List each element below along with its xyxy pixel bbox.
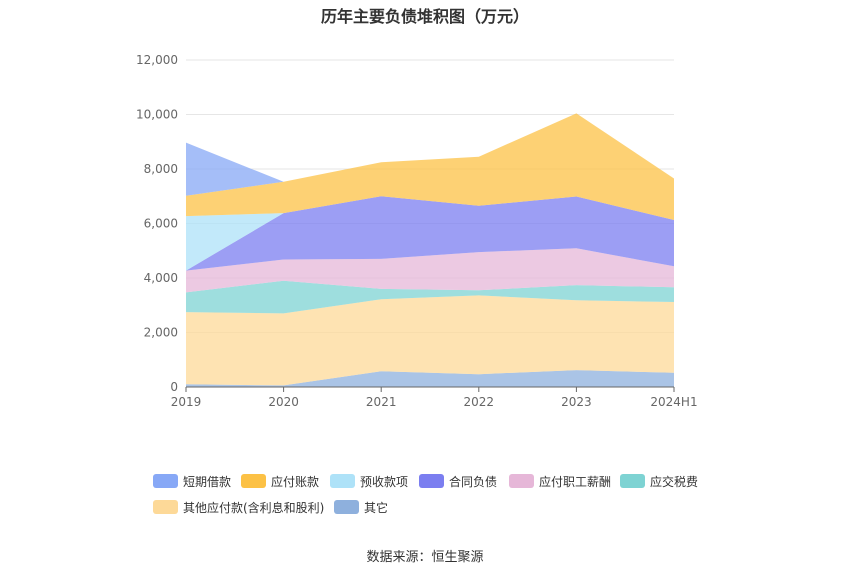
legend-swatch (330, 474, 355, 488)
legend-label: 应交税费 (650, 474, 699, 489)
legend-label: 合同负债 (449, 474, 498, 489)
legend-item[interactable]: 应付职工薪酬 (509, 472, 611, 490)
legend-swatch (419, 474, 444, 488)
area-series-应交税费 (186, 280, 674, 314)
legend-item[interactable]: 其它 (334, 498, 388, 516)
legend-label: 其他应付款(含利息和股利) (183, 500, 325, 515)
x-tick-label: 2024H1 (650, 395, 697, 409)
legend-label: 预收款项 (360, 474, 409, 489)
area-series-合同负债 (186, 196, 674, 271)
area-series-应付账款 (186, 113, 674, 220)
legend-label: 应付账款 (271, 474, 320, 489)
x-tick-label: 2021 (366, 395, 397, 409)
area-series-应付职工薪酬 (186, 248, 674, 293)
y-tick-label: 4,000 (144, 271, 178, 285)
legend-item[interactable]: 短期借款 (153, 472, 231, 490)
area-series-其他应付款(含利息和股利) (186, 295, 674, 386)
area-series-短期借款 (186, 113, 674, 196)
y-tick-label: 6,000 (144, 217, 178, 231)
legend-swatch (153, 500, 178, 514)
legend-swatch (153, 474, 178, 488)
y-tick-label: 0 (170, 380, 178, 394)
y-tick-label: 8,000 (144, 162, 178, 176)
legend-item[interactable]: 预收款项 (330, 472, 408, 490)
legend-swatch (334, 500, 359, 514)
x-tick-label: 2023 (561, 395, 592, 409)
legend-swatch (509, 474, 534, 488)
x-tick-label: 2020 (268, 395, 299, 409)
legend-swatch (241, 474, 266, 488)
y-tick-label: 10,000 (136, 108, 178, 122)
legend-item[interactable]: 应交税费 (620, 472, 698, 490)
area-series (186, 113, 674, 387)
chart-title: 历年主要负债堆积图（万元） (320, 7, 529, 26)
data-source-note: 数据来源：恒生聚源 (366, 550, 484, 565)
x-tick-label: 2019 (171, 395, 202, 409)
legend-item[interactable]: 合同负债 (419, 472, 497, 490)
legend-swatch (620, 474, 645, 488)
legend-label: 应付职工薪酬 (539, 474, 612, 489)
legend-item[interactable]: 应付账款 (241, 472, 319, 490)
legend-label: 短期借款 (183, 474, 232, 489)
legend-item[interactable]: 其他应付款(含利息和股利) (153, 498, 324, 516)
axes: 0 2,000 4,000 6,000 8,000 10,000 12,000 2019 202… (136, 53, 698, 409)
x-tick-label: 2022 (464, 395, 495, 409)
y-tick-label: 2,000 (144, 326, 178, 340)
area-series-其它 (186, 370, 674, 387)
legend-label: 其它 (364, 500, 389, 515)
y-tick-label: 12,000 (136, 53, 178, 67)
